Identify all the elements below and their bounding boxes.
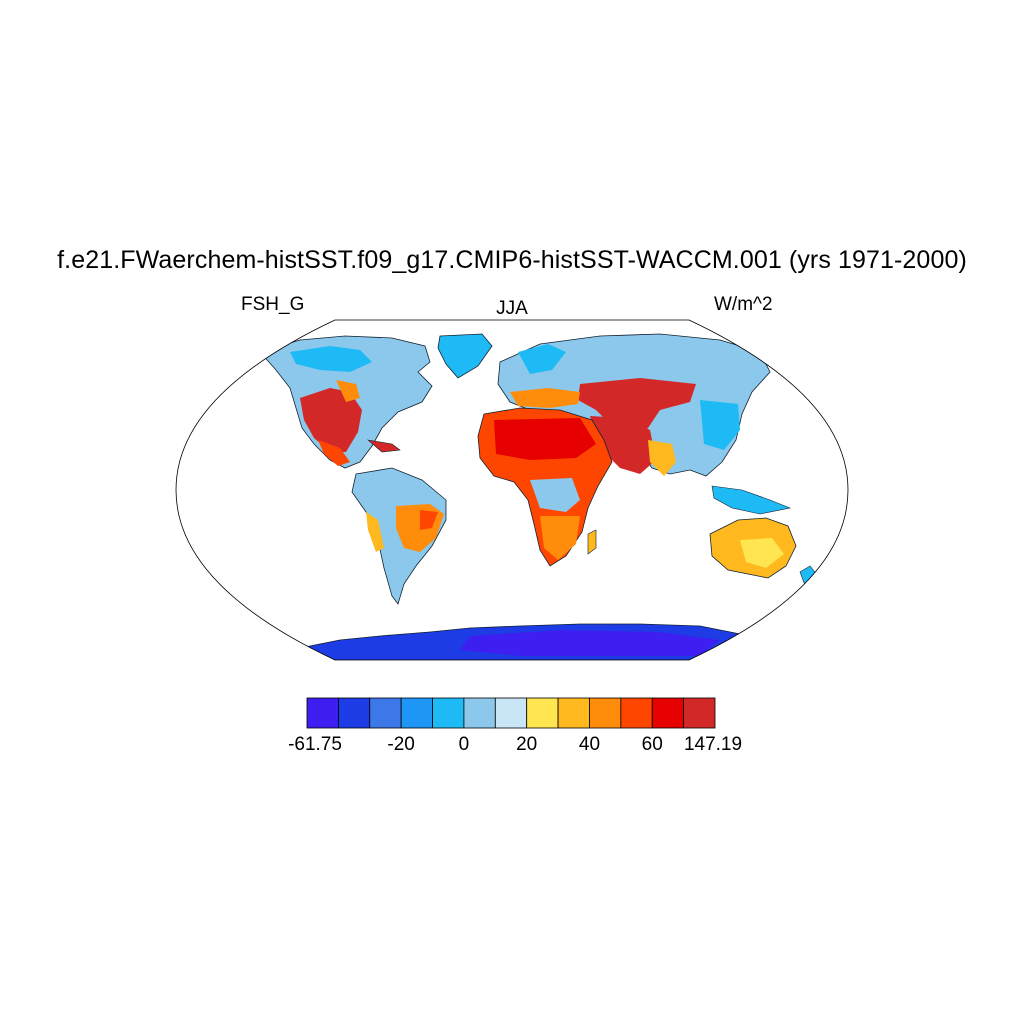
colorbar-tick-label: 40 <box>578 734 601 755</box>
colorbar-cell <box>400 697 433 729</box>
map-boundary <box>175 319 849 661</box>
colorbar-tick-label: 60 <box>641 734 663 755</box>
andes-warm-strip <box>366 512 384 552</box>
colorbar-tick-label: 20 <box>516 734 538 755</box>
colorbar-cell <box>526 697 559 729</box>
colorbar-cell <box>683 697 716 729</box>
colorbar-cell <box>432 697 465 729</box>
madagascar-landmass <box>587 529 597 555</box>
middle-east-hot-region <box>590 416 656 474</box>
colorbar-cell <box>494 697 528 729</box>
canada-cool-region <box>290 346 372 372</box>
greenland-landmass <box>437 333 493 379</box>
colorbar-cell <box>620 697 653 729</box>
colorbar-cell <box>337 697 371 729</box>
antarctica-cooler-region <box>460 630 720 656</box>
east-asia-cool-region <box>700 400 740 450</box>
europe-warm-belt <box>510 388 580 408</box>
colorbar-tick-label: -20 <box>387 734 415 755</box>
india-warm-region <box>648 440 676 476</box>
mexico-warm-region <box>318 440 350 466</box>
colorbar-cell <box>589 697 622 729</box>
us-plains-warm-region <box>336 380 360 402</box>
central-africa-cool-region <box>530 478 580 512</box>
western-us-hot-region <box>300 388 362 452</box>
colorbar-tick-label: 147.19 <box>683 734 743 755</box>
brazil-hot-region <box>420 510 438 530</box>
australia-interior-mild-region <box>740 538 784 568</box>
season-label: JJA <box>496 298 528 319</box>
colorbar-tick-label: -61.75 <box>288 734 342 755</box>
scandinavia-cool-region <box>518 344 566 374</box>
colorbar-cell <box>557 697 590 729</box>
central-asia-hot-region <box>578 378 696 438</box>
southern-africa-warm-region <box>540 516 580 560</box>
variable-label: FSH_G <box>241 294 305 315</box>
colorbar-cell <box>651 697 685 729</box>
units-label: W/m^2 <box>714 294 773 315</box>
caribbean-islands <box>366 439 401 453</box>
sahara-hot-region <box>494 418 596 460</box>
colorbar-cell <box>369 697 402 729</box>
figure-title: f.e21.FWaerchem-histSST.f09_g17.CMIP6-hi… <box>57 246 967 274</box>
colorbar-cell <box>306 697 339 729</box>
colorbar-tick-label: 0 <box>458 734 470 755</box>
southeast-asia-islands <box>711 485 792 515</box>
colorbar-cell <box>463 697 496 729</box>
